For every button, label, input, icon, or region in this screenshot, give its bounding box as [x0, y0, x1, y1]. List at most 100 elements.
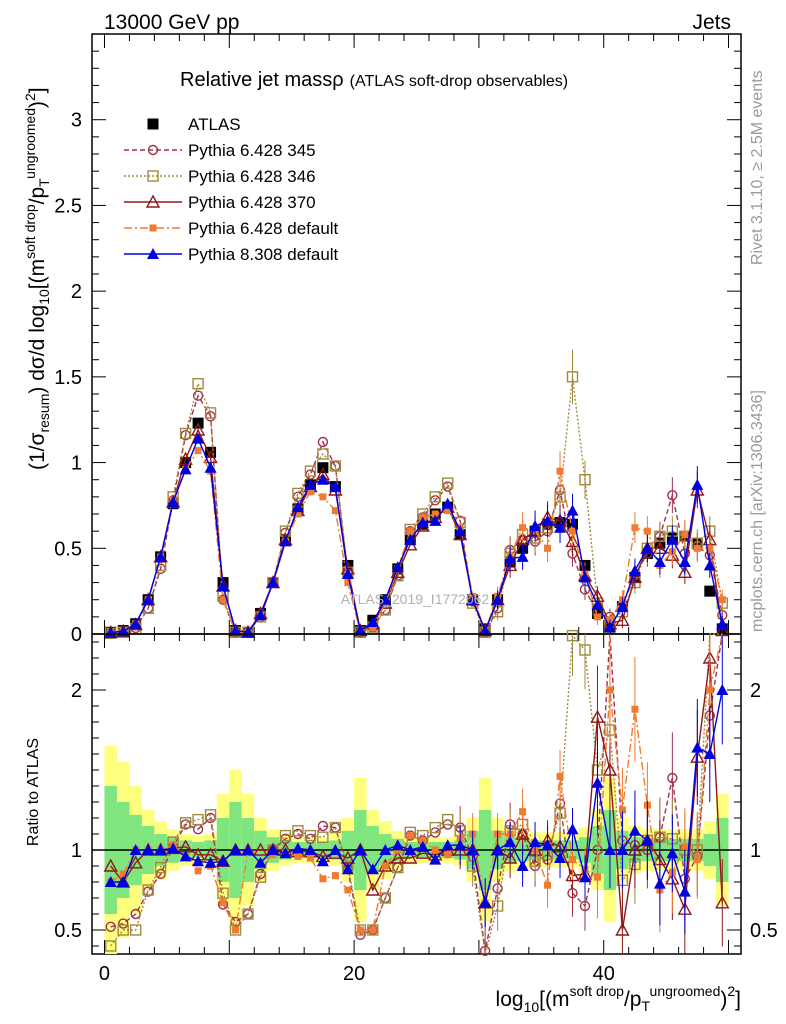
- chart-subtitle: (ATLAS soft-drop observables): [350, 73, 568, 90]
- data-point: [554, 491, 566, 503]
- data-point: [416, 516, 429, 528]
- ratio-series-pythia-8-308-default: [104, 635, 729, 935]
- data-point: [554, 521, 567, 533]
- header-left: 13000 GeV pp: [104, 11, 239, 34]
- data-point: [593, 613, 601, 621]
- data-point: [194, 447, 202, 455]
- ratio-point: [179, 850, 192, 862]
- ratio-point: [155, 868, 166, 880]
- data-point: [529, 520, 542, 531]
- data-point: [204, 407, 217, 419]
- data-point: [666, 533, 679, 545]
- data-point: [678, 556, 691, 567]
- data-point: [304, 465, 317, 477]
- ratio-series-pythia-6-428-345: [105, 633, 723, 956]
- ratio-point: [691, 741, 704, 753]
- data-point: [479, 624, 492, 636]
- ratio-point: [590, 709, 605, 723]
- data-point: [404, 533, 417, 545]
- ratio-point: [192, 813, 204, 826]
- data-point: [329, 460, 342, 472]
- x-tick-label: 20: [343, 963, 365, 985]
- ratio-point: [566, 629, 579, 642]
- x-tick-label: 40: [593, 963, 615, 985]
- ratio-point: [104, 876, 117, 887]
- data-point: [677, 564, 693, 578]
- legend-item: Pythia 6.428 default: [124, 219, 339, 238]
- ratio-point: [329, 821, 342, 834]
- ratio-point: [541, 839, 554, 851]
- ratio-point: [142, 884, 154, 896]
- data-point: [504, 552, 517, 564]
- data-point: [693, 544, 701, 552]
- legend-marker: [147, 118, 159, 130]
- ratio-point: [229, 844, 242, 855]
- data-point: [229, 624, 242, 636]
- ratio-point: [117, 924, 129, 936]
- ratio-point: [316, 855, 329, 867]
- ratio-point: [593, 873, 601, 881]
- ratio-point: [142, 844, 155, 855]
- ratio-point: [266, 844, 279, 855]
- ratio-point: [329, 844, 342, 855]
- ratio-line: [110, 633, 723, 933]
- main-axis-ticks: 0 0.5 1 1.5 2 2.5 3: [54, 34, 741, 646]
- legend-marker: [147, 144, 159, 156]
- legend-item: ATLAS: [147, 115, 241, 134]
- ratio-y-tick-label: 0.5: [54, 920, 82, 942]
- data-point: [179, 427, 192, 440]
- ratio-point: [579, 900, 591, 912]
- data-point: [631, 524, 639, 532]
- data-point: [316, 473, 329, 485]
- ratio-point: [406, 832, 414, 840]
- ratio-y-tick-label: 1: [71, 840, 82, 862]
- ratio-point: [192, 855, 205, 867]
- data-point: [354, 624, 367, 636]
- data-point: [454, 525, 467, 537]
- data-point: [391, 561, 404, 573]
- ratio-point: [366, 863, 379, 875]
- ratio-point: [341, 863, 354, 875]
- data-point: [491, 593, 504, 605]
- ratio-point: [566, 823, 579, 835]
- ratio-point: [294, 852, 302, 860]
- ratio-point: [678, 885, 691, 897]
- ratio-point: [603, 844, 616, 855]
- y-tick-label: 1: [71, 453, 82, 475]
- ratio-point: [441, 839, 454, 851]
- data-point: [706, 544, 714, 552]
- data-point: [341, 568, 354, 579]
- ratio-point: [229, 924, 242, 936]
- ratio-point: [253, 842, 268, 856]
- ratio-point: [254, 871, 267, 883]
- legend-label: Pythia 6.428 370: [188, 193, 316, 212]
- ratio-point: [618, 806, 626, 814]
- data-point: [344, 579, 352, 587]
- ratio-point: [292, 825, 304, 837]
- ratio-point: [319, 875, 327, 883]
- ratio-point: [317, 831, 329, 843]
- ratio-point: [103, 858, 118, 872]
- header-right: Jets: [692, 11, 731, 34]
- ratio-point: [703, 748, 716, 759]
- ratio-series-pythia-6-428-default: [107, 633, 723, 934]
- ratio-point: [431, 846, 439, 854]
- legend-item: Pythia 6.428 346: [124, 167, 316, 186]
- ratio-point: [344, 886, 352, 894]
- y-tick-label: 1.5: [54, 367, 82, 389]
- legend-label: Pythia 6.428 default: [188, 219, 339, 238]
- ratio-point: [179, 817, 192, 829]
- data-point: [444, 507, 452, 515]
- series-pythia-8-308-default: [104, 432, 729, 638]
- data-point: [254, 609, 267, 621]
- data-point: [544, 544, 552, 552]
- ratio-point: [129, 844, 142, 855]
- data-point: [167, 496, 180, 507]
- data-point: [442, 477, 454, 489]
- data-point: [429, 491, 441, 503]
- data-point: [329, 480, 342, 492]
- ratio-y-tick-label: 2: [71, 680, 82, 702]
- data-point: [579, 474, 591, 486]
- y-tick-label: 0: [71, 624, 82, 646]
